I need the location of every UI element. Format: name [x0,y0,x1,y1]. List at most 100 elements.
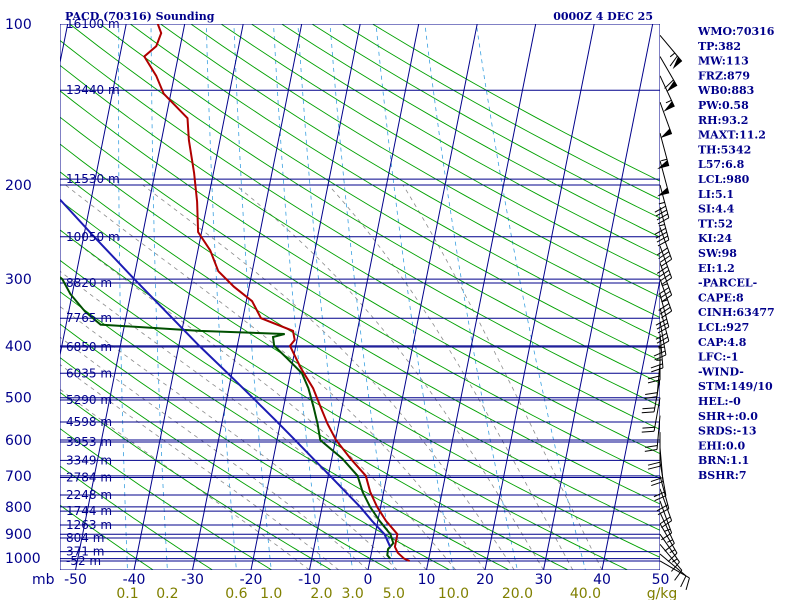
dry-adiabat [60,116,660,479]
wind-barb-staff [653,397,661,432]
wind-barb-half-flag [664,528,671,532]
dry-adiabat [60,259,570,570]
height-label: 10050 m [66,230,120,244]
station-title: PACD (70316) Sounding [65,10,215,23]
wind-barb-flag [667,552,678,563]
wind-barb-half-flag [661,158,668,162]
dry-adiabat [280,24,660,238]
wind-barb-staff [659,560,690,579]
stat-line: STM:149/10 [698,380,773,393]
valid-time: 0000Z 4 DEC 25 [553,10,653,23]
wind-barb-staff [659,184,670,218]
stat-line: PW:0.58 [698,99,749,112]
dry-adiabat [60,291,511,570]
wind-barb-staff [659,543,683,571]
stat-line: -WIND- [698,365,744,378]
isotherm [75,24,186,570]
wind-barb [658,262,673,303]
height-label: 2784 m [66,471,112,485]
isotherm [60,24,127,358]
dry-adiabat [60,39,660,407]
wind-barb-staff [659,512,675,544]
wind-barb-flag [655,332,667,340]
moist-adiabat [328,184,574,570]
wind-barb-flag [641,430,655,433]
dry-adiabat [190,24,660,298]
height-label: 4598 m [66,415,112,429]
parcel-trace [60,198,392,548]
dry-adiabat [60,229,629,570]
temperature-tick-label: 0 [364,572,373,588]
dry-adiabat [60,64,660,430]
wind-barb-flag [647,375,661,380]
temperature-tick-label: -40 [123,572,146,588]
wind-barb-flag [654,495,667,502]
wind-barb-staff [659,35,683,62]
pressure-tick-label: 500 [5,391,32,407]
mixing-ratio-tick-label: 10.0 [438,586,469,600]
wind-barb-flag [656,336,669,344]
stat-line: SHR+:0.0 [698,410,758,423]
stat-line: TP:382 [698,40,741,53]
wind-barb [659,543,683,581]
wind-barb-flag [661,310,672,319]
stat-line: SI:4.4 [698,203,735,216]
wind-barb-flag [658,287,670,295]
mixing-ratio-tick-label: 0.6 [225,586,247,600]
wind-barb-pennant [672,56,682,70]
wind-barb-flag [650,363,663,369]
isotherm [192,24,303,570]
mixing-ratio-unit-label: g/kg [647,586,678,600]
wind-barb-flag [641,411,655,414]
wind-barb-staff [659,308,670,342]
dry-adiabat [250,24,660,258]
stat-line: CAP:4.8 [698,336,747,349]
wind-barb-staff [659,278,673,312]
mixing-ratio-tick-label: 0.2 [156,586,178,600]
stat-line: MW:113 [698,55,749,68]
stat-line: WB0:883 [697,84,754,97]
wind-barb-half-flag [661,299,668,303]
wind-barb-staff [659,245,673,278]
wind-barb-flag [659,516,671,525]
dry-adiabat [60,391,332,570]
wind-barb-flag [645,444,658,448]
pressure-tick-label: 200 [5,178,32,194]
moist-adiabat [235,184,544,570]
stat-line: TT:52 [698,217,733,230]
height-label: 6035 m [66,366,112,380]
temperature-trace [143,24,410,562]
stat-line: TH:5342 [698,143,751,156]
wind-barb-flag [651,367,664,373]
wind-barb-staff [659,333,664,368]
stat-line: BRN:1.1 [698,454,749,467]
wind-barb [641,378,661,414]
mixing-ratio-line [118,24,128,570]
wind-barb-pennant [660,128,672,139]
stat-line: -PARCEL- [698,277,757,290]
wind-barb [644,415,661,452]
temperature-tick-label: -10 [298,572,321,588]
temperature-tick-label: -50 [64,572,87,588]
height-label: 1263 m [66,518,112,532]
temperature-tick-label: 30 [535,572,553,588]
wind-barb-flag [680,575,687,588]
pressure-tick-label: 900 [5,527,32,543]
mixing-ratio-line [205,24,237,570]
wind-barb-flag [656,322,669,330]
stat-line: LI:5.1 [698,188,734,201]
wind-barb-pennant [666,80,677,92]
wind-barb-pennant [663,101,675,112]
stat-line: SW:98 [698,247,737,260]
wind-barb-half-flag [665,99,672,104]
wind-barb [659,560,690,591]
stat-line: CAPE:8 [698,291,744,304]
temperature-tick-label: -20 [240,572,263,588]
mixing-ratio-line [297,24,354,570]
height-label: 5290 m [66,393,112,407]
wind-barb-staff [659,462,667,496]
wind-barb-half-flag [656,359,663,361]
moist-adiabat [60,305,398,570]
dry-adiabat [220,24,660,277]
